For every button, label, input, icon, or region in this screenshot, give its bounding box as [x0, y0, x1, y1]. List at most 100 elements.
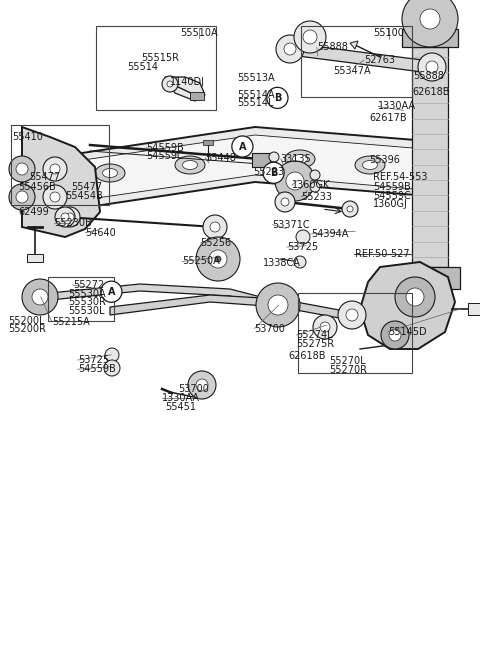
Text: 53700: 53700: [179, 384, 209, 394]
Bar: [402, 29, 458, 47]
Text: 55510A: 55510A: [180, 28, 218, 37]
Polygon shape: [350, 41, 358, 49]
Circle shape: [256, 283, 300, 327]
Text: 54394A: 54394A: [311, 229, 348, 239]
Bar: [203, 140, 213, 145]
Text: 53700: 53700: [254, 323, 285, 334]
Bar: [190, 92, 204, 100]
Text: 55530A: 55530A: [68, 288, 106, 299]
Circle shape: [215, 256, 221, 262]
Ellipse shape: [175, 156, 205, 174]
Text: 55250A: 55250A: [182, 256, 220, 267]
Text: 55448: 55448: [205, 152, 236, 163]
Text: 1338CA: 1338CA: [263, 258, 301, 268]
Text: 55410: 55410: [12, 131, 43, 142]
Bar: [252, 153, 270, 167]
Ellipse shape: [292, 154, 308, 164]
Circle shape: [101, 281, 122, 302]
Text: 55454B: 55454B: [65, 191, 103, 201]
Text: 55530R: 55530R: [68, 297, 106, 307]
Text: 53371C: 53371C: [273, 219, 310, 230]
Circle shape: [16, 191, 28, 203]
Circle shape: [50, 192, 60, 202]
Bar: [400, 267, 460, 289]
Text: 55200R: 55200R: [9, 324, 47, 334]
Polygon shape: [40, 284, 280, 309]
Text: 54559B: 54559B: [373, 182, 411, 193]
Polygon shape: [165, 77, 205, 101]
Polygon shape: [110, 295, 350, 320]
Circle shape: [269, 152, 279, 162]
Text: A: A: [108, 286, 115, 297]
Circle shape: [43, 157, 67, 181]
Text: 1360GJ: 1360GJ: [373, 199, 408, 210]
Circle shape: [294, 21, 326, 53]
Circle shape: [61, 213, 69, 221]
Circle shape: [66, 213, 74, 221]
Text: 55272: 55272: [73, 280, 104, 290]
Circle shape: [310, 182, 320, 192]
Text: 33135: 33135: [281, 154, 312, 164]
Text: 1330AA: 1330AA: [162, 393, 200, 403]
Circle shape: [406, 288, 424, 306]
Circle shape: [273, 298, 287, 312]
Circle shape: [9, 184, 35, 210]
Text: 1330AA: 1330AA: [378, 101, 416, 112]
Circle shape: [418, 53, 446, 81]
Text: REF.54-553: REF.54-553: [373, 172, 428, 183]
Text: 62499: 62499: [18, 206, 49, 217]
Text: 55145D: 55145D: [388, 327, 426, 337]
Circle shape: [426, 61, 438, 73]
Text: 55275R: 55275R: [297, 338, 335, 349]
Circle shape: [209, 250, 227, 268]
Text: 55514A: 55514A: [238, 89, 275, 100]
Circle shape: [284, 43, 296, 55]
Text: 54559B: 54559B: [146, 143, 184, 153]
Text: 62618B: 62618B: [413, 87, 450, 97]
Circle shape: [203, 215, 227, 239]
Text: 54559B: 54559B: [78, 364, 116, 374]
Circle shape: [313, 315, 337, 339]
Polygon shape: [22, 127, 440, 217]
Text: 1360GK: 1360GK: [292, 180, 330, 191]
Ellipse shape: [355, 156, 385, 174]
Text: 1140DJ: 1140DJ: [170, 77, 205, 87]
Polygon shape: [360, 262, 455, 349]
Text: 55514L: 55514L: [238, 98, 274, 108]
Text: B: B: [270, 168, 277, 178]
Bar: [96, 26, 216, 110]
Text: 55888: 55888: [317, 42, 348, 53]
Text: 55270L: 55270L: [329, 356, 366, 367]
Text: 55530L: 55530L: [68, 306, 105, 316]
Text: 55396: 55396: [370, 155, 400, 166]
Circle shape: [264, 289, 296, 321]
Circle shape: [16, 163, 28, 175]
Text: 52763: 52763: [364, 55, 395, 66]
Text: 62617B: 62617B: [370, 113, 407, 124]
Circle shape: [389, 329, 401, 341]
Polygon shape: [35, 135, 425, 207]
Ellipse shape: [285, 150, 315, 168]
Text: B: B: [274, 93, 281, 103]
Text: 55477: 55477: [29, 172, 60, 183]
Circle shape: [346, 309, 358, 321]
Ellipse shape: [95, 164, 125, 182]
Circle shape: [188, 371, 216, 399]
Text: 55456B: 55456B: [18, 181, 56, 192]
Text: 53725: 53725: [78, 355, 109, 365]
Circle shape: [296, 230, 310, 244]
Text: 54559C: 54559C: [373, 191, 411, 201]
Circle shape: [320, 322, 330, 332]
Bar: [301, 26, 412, 97]
Circle shape: [338, 301, 366, 329]
Circle shape: [347, 206, 353, 212]
Circle shape: [310, 170, 320, 180]
Text: 55477: 55477: [71, 181, 102, 192]
Circle shape: [303, 30, 317, 44]
Circle shape: [381, 321, 409, 349]
Circle shape: [276, 35, 304, 63]
Circle shape: [162, 76, 178, 92]
Text: 55347A: 55347A: [333, 66, 371, 76]
Circle shape: [232, 136, 253, 157]
Ellipse shape: [182, 160, 197, 170]
